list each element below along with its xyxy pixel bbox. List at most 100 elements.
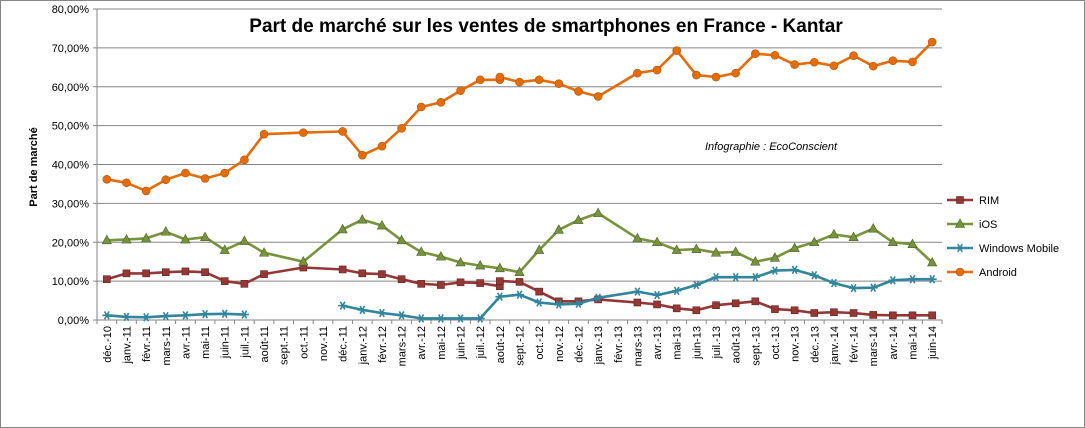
series-android-point [790, 60, 799, 69]
series-rim-point [515, 278, 524, 286]
series-windows-mobile-point [475, 314, 485, 323]
x-tick-label: oct.-12 [534, 326, 546, 360]
series-windows-mobile-point [534, 298, 544, 307]
x-tick-label: juin-11 [220, 326, 232, 359]
series-android-point [751, 49, 760, 59]
series-rim-point [181, 267, 190, 276]
x-tick-label: févr.-14 [849, 326, 861, 363]
series-windows-mobile-point [593, 293, 603, 303]
legend-item-ios-label: iOS [979, 219, 997, 231]
series-ios-point [376, 219, 388, 230]
series-android-point [770, 50, 780, 60]
series-ios-point [887, 236, 898, 247]
series-windows-mobile-point [456, 314, 466, 323]
series-ios [101, 207, 938, 276]
series-rim-point [928, 311, 936, 320]
x-tick-label: mai-13 [672, 326, 684, 360]
series-windows-mobile-point [672, 286, 682, 296]
series-windows-mobile-point [809, 270, 819, 280]
series-ios-point [730, 246, 741, 256]
series-android-point [259, 129, 269, 139]
series-windows-mobile-point [220, 309, 230, 319]
series-android-point [593, 92, 603, 101]
x-tick-label: oct.-11 [298, 326, 310, 359]
legend-item-rim-point [956, 196, 964, 204]
series-rim-point [338, 265, 347, 274]
legend-item-ios-point [954, 218, 966, 228]
series-ios-point [651, 236, 663, 247]
series-ios-point [828, 228, 840, 239]
series-windows-mobile-point [239, 310, 249, 319]
series-ios-point [416, 246, 427, 256]
series-windows-mobile-point [357, 305, 367, 315]
series-android-line [106, 41, 934, 193]
series-windows-mobile-point [200, 309, 210, 319]
series-windows-mobile-point [849, 283, 859, 293]
series-rim-point [220, 277, 229, 285]
series-rim-point [908, 311, 917, 320]
series-windows-mobile-point [495, 292, 505, 301]
legend-item-android-point [955, 267, 965, 277]
series-android-point [868, 61, 878, 71]
series-rim-point [397, 275, 406, 283]
series-ios-point [927, 256, 938, 267]
series-rim-point [771, 305, 779, 313]
series-rim-point [810, 309, 819, 317]
x-tick-label: avr.-14 [888, 326, 900, 360]
series-rim-point [731, 299, 740, 308]
y-tick-label: 80,00% [52, 4, 90, 16]
x-tick-label: juin-13 [691, 326, 703, 360]
series-android-point [436, 98, 446, 107]
series-ios-point [553, 224, 564, 234]
series-windows-mobile-point [652, 290, 662, 300]
x-tick-label: avr.-12 [416, 326, 428, 360]
x-tick-label: avr.-13 [652, 326, 664, 360]
series-android-point [574, 87, 583, 96]
x-tick-label: juil.-11 [239, 326, 251, 359]
series-windows-mobile-point [731, 272, 741, 282]
series-android-point [475, 75, 485, 85]
series-android-point [927, 37, 937, 47]
series-windows-mobile-point [888, 276, 898, 285]
y-tick-label: 0,00% [58, 315, 89, 327]
series-windows-mobile-point [102, 311, 112, 320]
x-tick-label: mars-12 [397, 326, 409, 366]
y-tick-label: 10,00% [52, 276, 90, 288]
legend-item-ios: iOS [947, 218, 997, 231]
series-rim-point [358, 269, 367, 278]
series-rim-point [672, 304, 681, 313]
series-ios-point [848, 231, 859, 241]
legend-item-windows-mobile: Windows Mobile [947, 243, 1059, 255]
y-axis-label: Part de marché [28, 127, 40, 206]
x-tick-label: juil.-12 [475, 326, 487, 359]
series-windows-mobile-point [770, 266, 780, 275]
series-android-point [633, 68, 642, 78]
series-windows-mobile-point [161, 311, 171, 321]
series-windows-mobile-point [927, 274, 937, 284]
series-android-point [338, 127, 347, 136]
y-tick-label: 40,00% [52, 160, 90, 172]
series-ios-point [593, 207, 604, 217]
x-tick-label: oct.-13 [770, 326, 782, 360]
series-windows-mobile-point [515, 290, 524, 300]
x-tick-label: janv.-11 [121, 326, 133, 365]
series-rim-point [142, 269, 150, 278]
x-tick-label: mars-13 [632, 326, 644, 366]
x-tick-label: déc.-10 [102, 326, 114, 363]
series-windows-mobile-point [397, 311, 407, 320]
series-ios-point [868, 223, 879, 233]
series-ios-point [907, 238, 918, 248]
series-ios-point [710, 247, 722, 257]
legend-item-windows-mobile-point [955, 243, 965, 253]
series-ios-point [141, 232, 152, 243]
legend-item-rim: RIM [947, 195, 999, 207]
series-android-point [672, 46, 682, 55]
series-ios-point [691, 243, 702, 254]
series-rim-point [633, 298, 642, 307]
series-ios-point [494, 262, 505, 273]
series-android [102, 37, 937, 196]
legend-item-android: Android [947, 267, 1017, 279]
series-rim-point [103, 275, 111, 283]
